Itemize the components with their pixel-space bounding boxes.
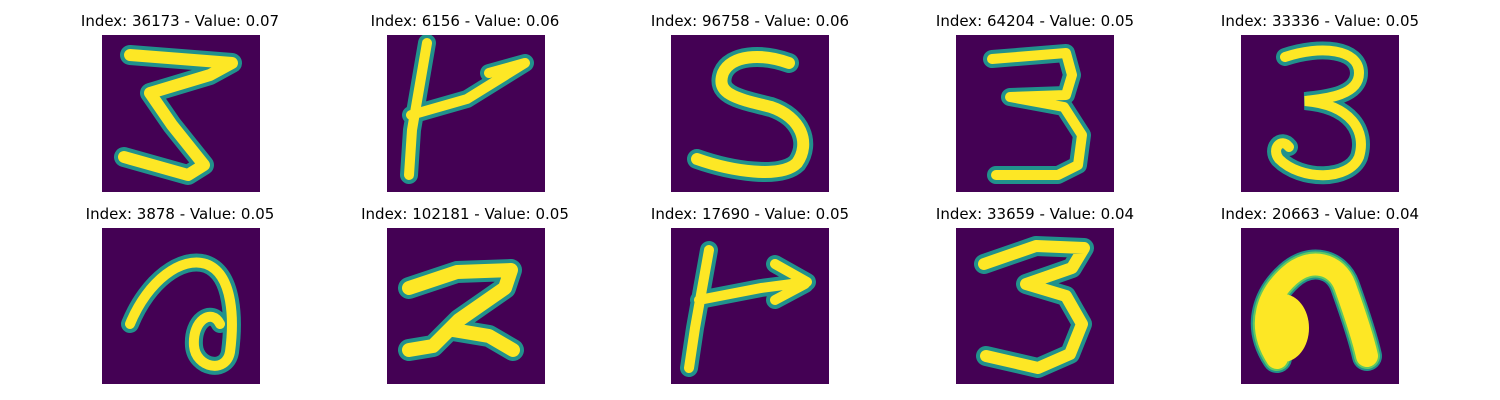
panel-title: Index: 3878 - Value: 0.05 [85,205,275,223]
panel-title: Index: 33659 - Value: 0.04 [935,205,1135,223]
panel-title: Index: 33336 - Value: 0.05 [1220,12,1420,30]
digit-image [387,35,545,192]
digit-image [1241,35,1399,192]
digit-image [671,35,829,192]
digit-image [1241,228,1399,384]
panel-title: Index: 102181 - Value: 0.05 [361,205,569,223]
panel-title: Index: 64204 - Value: 0.05 [935,12,1135,30]
panel-title: Index: 20663 - Value: 0.04 [1220,205,1420,223]
digit-image [387,228,545,384]
panel-title: Index: 17690 - Value: 0.05 [650,205,850,223]
digit-image [956,35,1114,192]
digit-image [102,35,260,192]
digit-image [102,228,260,384]
panel-title: Index: 36173 - Value: 0.07 [80,12,280,30]
digit-image [956,228,1114,384]
panel-title: Index: 96758 - Value: 0.06 [650,12,850,30]
digit-image [671,228,829,384]
panel-title: Index: 6156 - Value: 0.06 [370,12,560,30]
